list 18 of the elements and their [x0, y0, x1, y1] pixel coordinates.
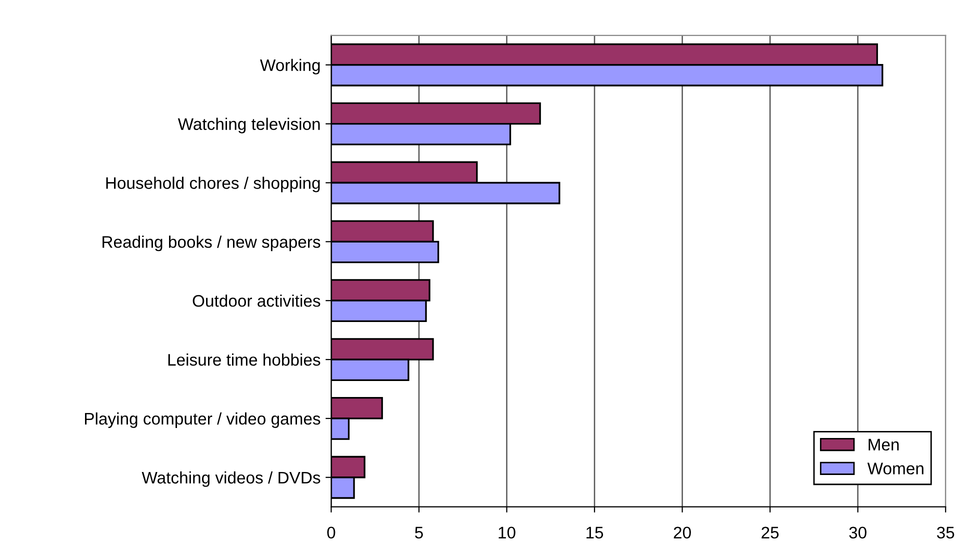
x-tick-label: 30	[849, 526, 866, 539]
y-tick-label: Watching videos / DVDs	[142, 471, 320, 487]
y-tick-label: Household chores / shopping	[106, 176, 320, 192]
x-tick-label: 35	[936, 526, 954, 539]
y-tick-label: Watching television	[178, 118, 320, 134]
legend-label: Men	[868, 438, 899, 451]
x-tick-label: 0	[327, 526, 336, 539]
y-tick-label: Playing computer / video games	[85, 412, 320, 428]
x-tick-label: 15	[586, 526, 604, 539]
y-tick-label: Outdoor activities	[192, 294, 320, 307]
x-tick-label: 20	[674, 526, 691, 539]
y-tick-label: Working	[260, 58, 320, 74]
y-tick-label: Reading books / new spapers	[102, 236, 320, 252]
y-tick-label: Leisure time hobbies	[168, 353, 320, 366]
x-tick-label: 5	[415, 526, 423, 539]
x-tick-label: 25	[762, 526, 779, 539]
x-tick-label: 10	[498, 526, 516, 539]
legend-label: Women	[867, 462, 924, 474]
